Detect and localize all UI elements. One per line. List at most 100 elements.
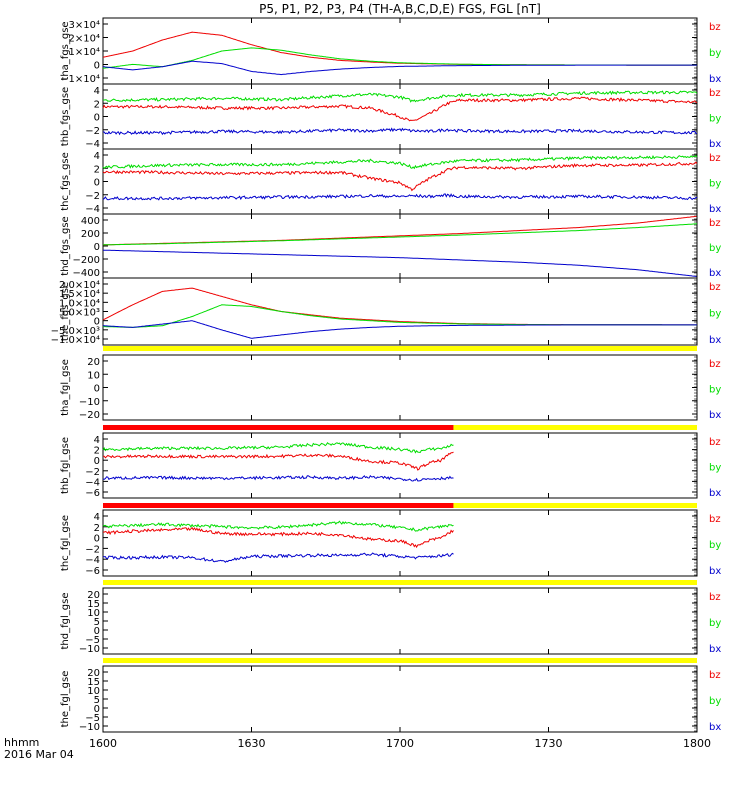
quality-flag-bar — [453, 503, 697, 508]
y-tick-label: 400 — [81, 216, 100, 227]
y-tick-label: 2 — [94, 164, 100, 175]
panel-frame — [102, 17, 698, 85]
legend-by: by — [709, 179, 721, 190]
series-bx-line — [102, 552, 454, 563]
panel-ylabel-thc_fgs_gse: thc_fgs_gse — [60, 152, 71, 211]
series-bz-line — [102, 215, 698, 246]
panel-frame — [102, 587, 698, 655]
y-tick-label: 4 — [94, 151, 100, 162]
panel-frame — [102, 213, 698, 279]
x-tick-label: 1800 — [683, 737, 711, 750]
x-axis-label-hhmm: hhmm — [4, 736, 39, 749]
panel-thb_fgl_gse: 420−2−4−6 thb_fgl_gse bz by bx — [60, 425, 721, 499]
y-tick-label: 0 — [94, 704, 100, 715]
panel-thb_fgs_gse: 4 2 0 −2 −4 thb_fgs_gse bz by bx — [60, 83, 721, 150]
panel-frame — [102, 509, 698, 577]
legend-by: by — [709, 540, 721, 551]
y-tick-label: 4 — [94, 86, 100, 97]
quality-flag-bar — [103, 425, 454, 430]
y-tick-label: −10 — [79, 397, 100, 408]
y-tick-label: 0 — [94, 626, 100, 637]
y-tick-label: −1×10⁴ — [60, 74, 100, 85]
y-tick-label: 200 — [81, 229, 100, 240]
y-tick-label: −4 — [85, 204, 100, 215]
series-by-line — [103, 304, 697, 328]
legend-by: by — [709, 618, 721, 629]
y-tick-label: −6 — [85, 566, 100, 577]
legend-bz: bz — [709, 218, 721, 229]
y-tick-label: −4 — [85, 555, 100, 566]
series-bz-line — [102, 287, 697, 326]
y-tick-label: −6 — [85, 488, 100, 499]
legend-bz: bz — [709, 22, 721, 33]
quality-flag-bar — [453, 425, 697, 430]
panel-ylabel-tha_fgs_gse: tha_fgs_gse — [60, 21, 71, 80]
y-tick-label: 2 — [94, 523, 100, 534]
x-axis-label-date: 2016 Mar 04 — [4, 748, 74, 761]
y-tick-label: 0 — [94, 384, 100, 395]
y-tick-label: 10 — [87, 686, 100, 697]
y-tick-label: 0 — [94, 317, 100, 328]
legend-bx: bx — [709, 74, 721, 85]
legend-bz: bz — [709, 282, 721, 293]
quality-flag-bar — [103, 580, 697, 585]
legend-bx: bx — [709, 335, 721, 346]
y-tick-label: 2 — [94, 446, 100, 457]
y-tick-label: 1.5×10⁴ — [59, 289, 100, 300]
y-tick-label: 20 — [87, 668, 100, 679]
y-tick-label: −200 — [73, 255, 100, 266]
panel-ylabel-the_fgs_gse: the_fgs_gse — [60, 282, 71, 341]
series-bz-line — [103, 451, 454, 471]
panel-ylabel-thc_fgl_gse: thc_fgl_gse — [60, 515, 71, 571]
x-axis: 1600 1630 1700 1730 1800 — [89, 18, 711, 750]
y-tick-label: −4 — [85, 139, 100, 150]
legend-bx: bx — [709, 566, 721, 577]
panel-ylabel-thd_fgl_gse: thd_fgl_gse — [60, 593, 71, 650]
y-tick-label: 20 — [87, 357, 100, 368]
legend-bz: bz — [709, 670, 721, 681]
y-tick-label: −10 — [79, 644, 100, 655]
series-by-line — [102, 223, 698, 246]
panel-thc_fgl_gse: 420−2−4−6 thc_fgl_gse bz by bx — [60, 503, 721, 577]
legend-bz: bz — [709, 359, 721, 370]
y-tick-label: 1×10⁴ — [69, 47, 100, 58]
y-tick-label: −2 — [85, 191, 100, 202]
series-bx-line — [102, 249, 698, 277]
y-tick-label: 1.0×10⁴ — [59, 298, 100, 309]
legend-bx: bx — [709, 488, 721, 499]
y-tick-label: −2 — [85, 467, 100, 478]
quality-flag-bar — [103, 346, 697, 351]
y-tick-label: 5.0×10³ — [59, 308, 100, 319]
series-bx-line — [102, 127, 698, 136]
y-tick-label: 0 — [94, 456, 100, 467]
series-by-line — [102, 520, 454, 532]
y-tick-label: 10 — [87, 608, 100, 619]
legend-bx: bx — [709, 268, 721, 279]
series-by-line — [102, 154, 698, 170]
legend-by: by — [709, 309, 721, 320]
panel-frame — [102, 665, 698, 733]
panel-tha_fgl_gse: 20 10 0 −10 −20 tha_fgl_gse bz by bx — [60, 346, 721, 421]
y-tick-label: 15 — [87, 599, 100, 610]
y-tick-label: −10 — [79, 722, 100, 733]
x-tick-label: 1700 — [386, 737, 414, 750]
x-tick-label: 1730 — [535, 737, 563, 750]
panel-ylabel-thd_fgs_gse: thd_fgs_gse — [60, 216, 71, 275]
y-tick-label: 2×10⁴ — [69, 34, 100, 45]
y-tick-label: 20 — [87, 590, 100, 601]
x-tick-label: 1630 — [238, 737, 266, 750]
series-by-line — [103, 90, 698, 103]
y-tick-label: 3×10⁴ — [69, 20, 100, 31]
y-tick-label: −5 — [85, 635, 100, 646]
legend-bx: bx — [709, 722, 721, 733]
panel-ylabel-thb_fgs_gse: thb_fgs_gse — [60, 87, 71, 146]
y-tick-label: 10 — [87, 370, 100, 381]
y-tick-label: −5 — [85, 713, 100, 724]
series-bx-line — [102, 193, 698, 201]
legend-bz: bz — [709, 592, 721, 603]
